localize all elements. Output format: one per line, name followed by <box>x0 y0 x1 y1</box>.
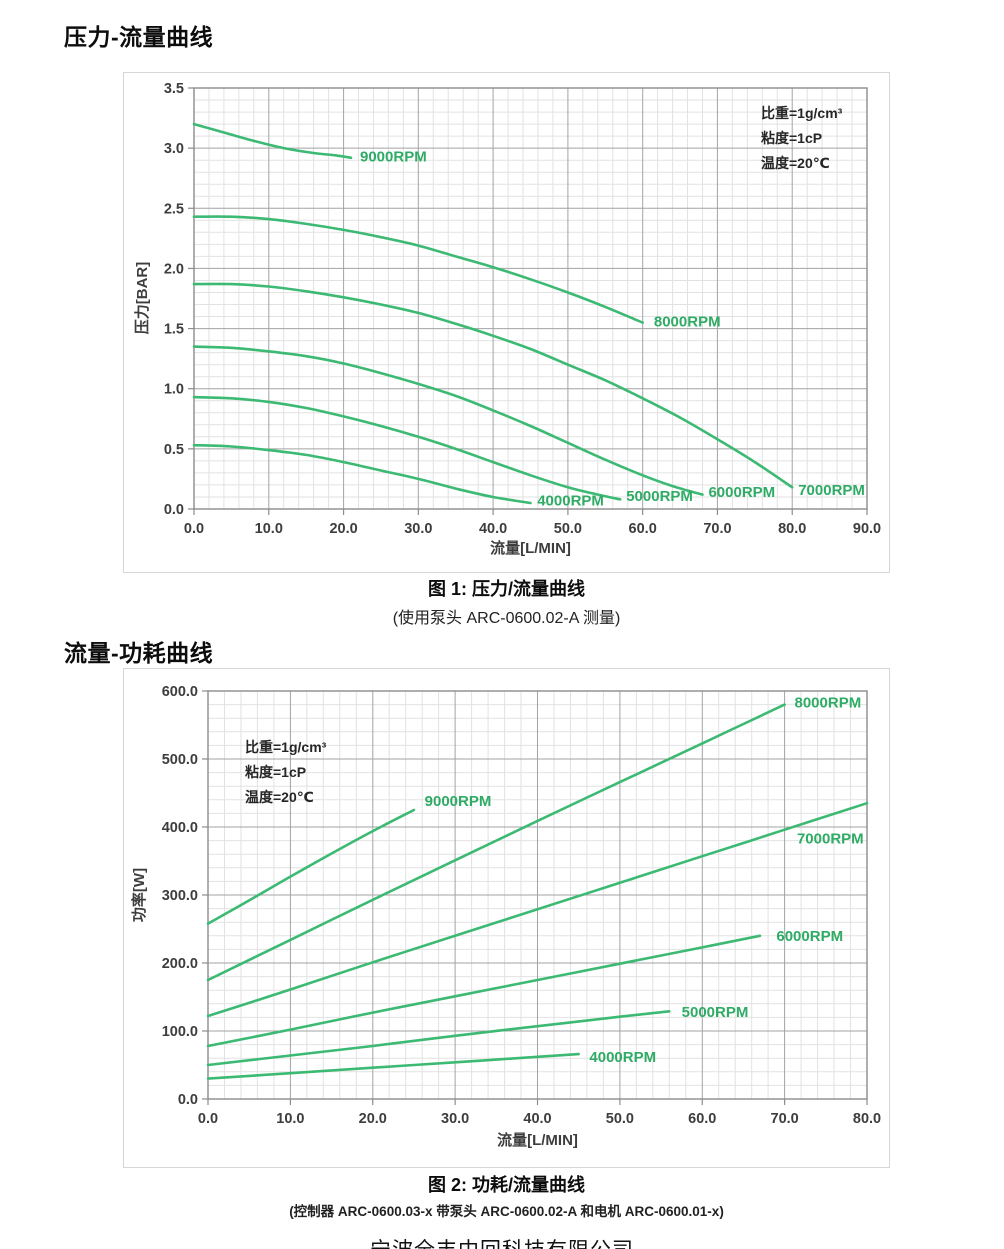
curve-label-7000rpm: 7000RPM <box>798 482 865 499</box>
tick-labels: 0.0 10.0 20.0 30.0 40.0 50.0 60.0 70.0 80.0 0.0 10… <box>162 684 881 1127</box>
curve-5000rpm <box>206 1010 671 1067</box>
curve-label-5000rpm: 5000RPM <box>626 488 693 505</box>
curve-4000rpm <box>206 1052 580 1080</box>
y-tick-label: 0.0 <box>164 502 184 518</box>
footer-company-name: 宁波全丰中回科技有限公司 <box>0 1234 1004 1249</box>
x-tick-label: 80.0 <box>853 1111 881 1127</box>
x-axis-label-flow: 流量[L/MIN] <box>497 1132 578 1149</box>
curve-9000rpm <box>192 122 353 160</box>
y-tick-label: 600.0 <box>162 684 198 700</box>
x-tick-label: 70.0 <box>703 521 731 537</box>
y-tick-label: 1.5 <box>164 322 184 338</box>
curve-8000rpm <box>206 703 786 982</box>
grid-minor <box>194 88 867 509</box>
figure-power-flow: 0.0 10.0 20.0 30.0 40.0 50.0 60.0 70.0 80.0 0.0 10… <box>123 668 890 1168</box>
x-tick-label: 60.0 <box>629 521 657 537</box>
x-tick-label: 50.0 <box>606 1111 634 1127</box>
caption-1-subtitle: (使用泵头 ARC-0600.02-A 测量) <box>392 610 621 627</box>
curve-label-9000rpm: 9000RPM <box>360 149 427 166</box>
y-tick-label: 1.0 <box>164 382 184 398</box>
axis-ticks <box>202 690 868 1105</box>
x-tick-label: 40.0 <box>479 521 507 537</box>
y-tick-label: 100.0 <box>162 1024 198 1040</box>
y-tick-label: 0.0 <box>178 1092 198 1108</box>
x-axis-label-flow: 流量[L/MIN] <box>490 540 571 557</box>
curve-label-9000rpm: 9000RPM <box>425 793 492 810</box>
annotation-line: 比重=1g/cm³ <box>245 739 327 755</box>
plot-frame <box>193 87 868 510</box>
curve-7000rpm <box>192 282 794 489</box>
y-tick-label: 400.0 <box>162 820 198 836</box>
curve-8000rpm <box>192 215 644 324</box>
caption-2-subtitle: (控制器 ARC-0600.03-x 带泵头 ARC-0600.02-A 和电机… <box>289 1204 724 1219</box>
annotation-conditions-1: 比重=1g/cm³ 粘度=1cP 温度=20℃ <box>761 101 842 176</box>
pressure-flow-chart: 0.0 10.0 20.0 30.0 40.0 50.0 60.0 70.0 80.0 90.0 0… <box>164 81 881 537</box>
curve-label-8000rpm: 8000RPM <box>654 313 721 330</box>
y-axis-label-power: 功率[W] <box>131 867 148 923</box>
caption-1-title: 图 1: 压力/流量曲线 <box>427 579 585 599</box>
curve-label-4000rpm: 4000RPM <box>537 493 604 510</box>
curve-label-5000rpm: 5000RPM <box>682 1004 749 1021</box>
curve-label-6000rpm: 6000RPM <box>776 928 843 945</box>
curve-9000rpm <box>206 808 416 925</box>
x-tick-label: 60.0 <box>688 1111 716 1127</box>
x-tick-label: 0.0 <box>184 521 204 537</box>
annotation-line: 温度=20℃ <box>761 155 830 171</box>
x-tick-label: 70.0 <box>771 1111 799 1127</box>
y-tick-label: 300.0 <box>162 888 198 904</box>
annotation-line: 温度=20℃ <box>245 789 314 805</box>
y-tick-label: 2.5 <box>164 201 184 217</box>
tick-labels: 0.0 10.0 20.0 30.0 40.0 50.0 60.0 70.0 80.0 90.0 0… <box>164 81 881 537</box>
curve-6000rpm <box>206 934 762 1048</box>
caption-figure-1: 图 1: 压力/流量曲线 (使用泵头 ARC-0600.02-A 测量) <box>123 575 890 628</box>
axis-ticks <box>188 87 868 515</box>
x-tick-label: 10.0 <box>255 521 283 537</box>
figure-pressure-flow: 0.0 10.0 20.0 30.0 40.0 50.0 60.0 70.0 80.0 90.0 0… <box>123 72 890 573</box>
curve-label-8000rpm: 8000RPM <box>795 695 862 712</box>
y-tick-label: 500.0 <box>162 752 198 768</box>
x-tick-label: 10.0 <box>276 1111 304 1127</box>
curve-label-7000rpm: 7000RPM <box>797 831 864 848</box>
curve-7000rpm <box>206 801 869 1018</box>
section-title-pressure-flow: 压力-流量曲线 <box>64 24 214 50</box>
section-title-power-flow: 流量-功耗曲线 <box>64 640 214 666</box>
y-axis-label-pressure: 压力[BAR] <box>134 261 151 335</box>
x-tick-label: 50.0 <box>554 521 582 537</box>
x-tick-label: 80.0 <box>778 521 806 537</box>
x-tick-label: 30.0 <box>441 1111 469 1127</box>
y-tick-label: 3.0 <box>164 141 184 157</box>
caption-figure-2: 图 2: 功耗/流量曲线 (控制器 ARC-0600.03-x 带泵头 ARC-… <box>123 1171 890 1220</box>
y-tick-label: 3.5 <box>164 81 184 97</box>
power-flow-chart: 0.0 10.0 20.0 30.0 40.0 50.0 60.0 70.0 80.0 0.0 10… <box>162 684 881 1127</box>
curve-label-6000rpm: 6000RPM <box>708 484 775 501</box>
x-tick-label: 40.0 <box>523 1111 551 1127</box>
x-tick-label: 0.0 <box>198 1111 218 1127</box>
y-tick-label: 200.0 <box>162 956 198 972</box>
annotation-line: 比重=1g/cm³ <box>761 105 843 121</box>
x-tick-label: 30.0 <box>404 521 432 537</box>
curve-5000rpm <box>192 395 622 501</box>
y-tick-label: 2.0 <box>164 261 184 277</box>
x-tick-label: 20.0 <box>359 1111 387 1127</box>
annotation-line: 粘度=1cP <box>245 764 307 780</box>
annotation-line: 粘度=1cP <box>761 130 823 146</box>
y-tick-label: 0.5 <box>164 442 184 458</box>
curve-4000rpm <box>192 443 532 505</box>
curve-label-4000rpm: 4000RPM <box>589 1049 656 1066</box>
x-tick-label: 20.0 <box>329 521 357 537</box>
caption-2-title: 图 2: 功耗/流量曲线 <box>427 1175 585 1195</box>
x-tick-label: 90.0 <box>853 521 881 537</box>
curve-6000rpm <box>192 345 704 496</box>
annotation-conditions-2: 比重=1g/cm³ 粘度=1cP 温度=20℃ <box>245 735 326 810</box>
